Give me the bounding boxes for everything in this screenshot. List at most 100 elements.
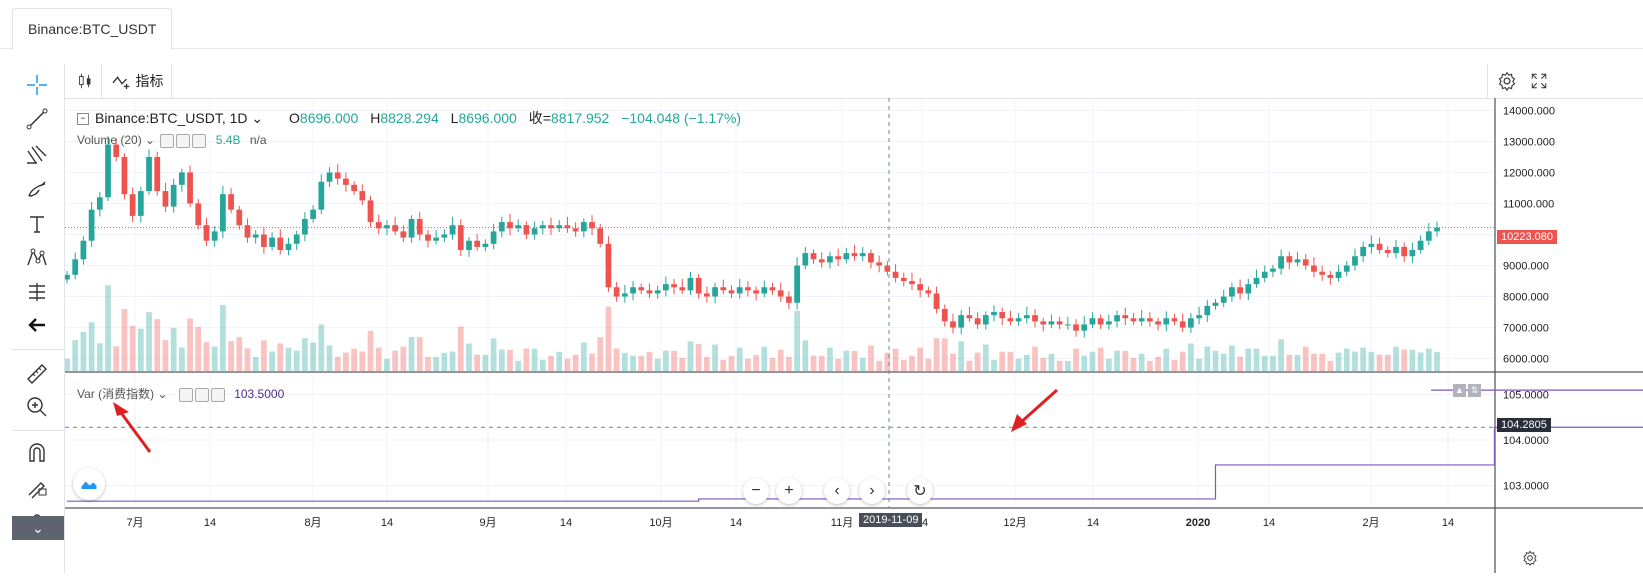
volume-bar	[195, 326, 202, 371]
volume-label[interactable]: Volume (20)	[77, 133, 142, 147]
candle	[745, 287, 751, 291]
volume-bar	[810, 355, 817, 371]
collapse-legend-icon[interactable]: −	[77, 113, 89, 126]
volume-bar	[154, 319, 161, 371]
close-icon[interactable]	[210, 387, 225, 402]
candle	[269, 237, 275, 247]
trend-line-icon[interactable]	[22, 104, 52, 134]
settings-gear-icon[interactable]	[1493, 67, 1521, 95]
pattern-icon[interactable]	[22, 243, 52, 273]
interval[interactable]: 1D	[229, 110, 248, 126]
volume-bar	[1253, 348, 1260, 371]
candle	[318, 181, 325, 210]
volume-bar	[121, 309, 128, 371]
candle	[244, 225, 251, 238]
pane-down-icon[interactable]: ⇅	[1468, 384, 1481, 397]
var-chevron-icon[interactable]: ⌄	[154, 387, 171, 401]
candle	[64, 274, 70, 280]
drawing-toolbar: ⌄	[12, 64, 65, 573]
volume-bar	[1302, 346, 1309, 371]
candle	[416, 218, 423, 235]
zoom-out-button[interactable]: −	[743, 478, 769, 504]
volume-bar	[909, 355, 915, 371]
volume-bar	[1417, 352, 1424, 371]
time-axis-settings-icon[interactable]	[1517, 546, 1543, 570]
close-icon[interactable]	[192, 133, 207, 148]
ruler-icon[interactable]	[22, 359, 52, 389]
candle	[178, 172, 185, 185]
eye-icon[interactable]	[178, 387, 193, 402]
pane-up-icon[interactable]: ▲	[1453, 384, 1466, 397]
crosshair-icon[interactable]	[22, 70, 52, 100]
volume-bar	[794, 311, 800, 371]
collapse-toolbar-button[interactable]: ⌄	[12, 516, 64, 540]
back-arrow-icon[interactable]	[22, 310, 52, 340]
candle	[1434, 227, 1440, 232]
lock-drawing-icon[interactable]	[22, 472, 52, 502]
toolbar-divider	[101, 64, 102, 98]
volume-bar	[375, 347, 382, 371]
volume-bar	[1229, 345, 1235, 371]
volume-bar	[925, 358, 932, 371]
tab-bar: Binance:BTC_USDT	[0, 0, 1643, 50]
fullscreen-icon[interactable]	[1525, 67, 1553, 95]
volume-bar	[728, 355, 735, 371]
volume-bar	[613, 348, 620, 371]
volume-bar	[441, 352, 448, 371]
tab-binance-btc-usdt[interactable]: Binance:BTC_USDT	[12, 8, 173, 50]
crosshair-date-tag: 2019-11-09	[859, 513, 923, 527]
candle	[121, 156, 128, 195]
text-icon[interactable]	[22, 209, 52, 239]
volume-bar	[1056, 360, 1063, 371]
candle	[753, 290, 759, 294]
candle-type-icon[interactable]	[73, 67, 97, 95]
candle	[761, 287, 768, 294]
candle	[523, 225, 530, 235]
scroll-right-button[interactable]: ›	[859, 478, 885, 504]
volume-bar	[1196, 358, 1202, 371]
volume-bar	[408, 337, 415, 371]
volume-bar	[162, 340, 169, 371]
candle	[1015, 318, 1022, 322]
fib-icon[interactable]	[22, 140, 52, 170]
scroll-left-button[interactable]: ‹	[824, 478, 850, 504]
volume-bar	[72, 340, 79, 371]
interval-chevron-icon[interactable]: ⌄	[247, 110, 264, 126]
candle	[80, 240, 87, 260]
brush-icon[interactable]	[22, 175, 52, 205]
volume-bar	[769, 357, 776, 371]
zoom-in-button[interactable]: +	[776, 478, 802, 504]
candle	[630, 287, 636, 294]
volume-chevron-icon[interactable]: ⌄	[141, 133, 159, 147]
candle	[810, 253, 817, 260]
var-label[interactable]: Var (消费指数)	[77, 387, 155, 401]
candle	[580, 222, 587, 232]
reset-chart-button[interactable]: ↻	[907, 478, 933, 504]
candle	[818, 259, 825, 263]
chevron-right-icon: ›	[869, 482, 875, 499]
volume-bar	[1122, 350, 1129, 371]
symbol-name[interactable]: Binance:BTC_USDT	[95, 110, 222, 126]
volume-bar	[1163, 348, 1170, 371]
eye-icon[interactable]	[160, 133, 175, 148]
volume-bar	[88, 322, 95, 371]
measure-icon[interactable]	[22, 277, 52, 307]
chart-area[interactable]: 14000.00013000.00012000.00011000.0001000…	[64, 98, 1643, 573]
volume-bar	[318, 324, 325, 371]
chart-logo-icon[interactable]	[73, 468, 105, 500]
candle	[72, 259, 79, 275]
plus-icon: +	[784, 482, 794, 499]
settings-icon[interactable]	[194, 387, 209, 402]
indicators-button[interactable]: 指标	[109, 67, 165, 95]
volume-bar	[1286, 354, 1293, 371]
magnet-icon[interactable]	[22, 438, 52, 468]
volume-bar	[416, 337, 423, 371]
volume-bar	[1007, 351, 1014, 371]
candle	[1097, 318, 1104, 325]
zoom-in-icon[interactable]	[22, 392, 52, 422]
volume-bar	[712, 344, 718, 371]
candle	[88, 209, 95, 241]
chart-svg[interactable]: 14000.00013000.00012000.00011000.0001000…	[64, 98, 1643, 573]
settings-icon[interactable]	[176, 133, 191, 148]
volume-bar	[113, 346, 120, 371]
